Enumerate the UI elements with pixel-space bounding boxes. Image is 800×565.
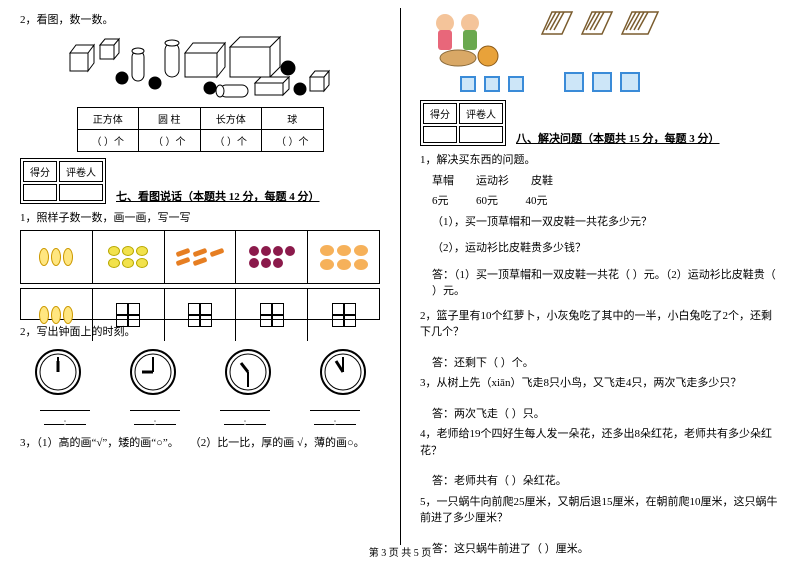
grader-blank[interactable] (59, 184, 103, 201)
left-column: 2，看图，数一数。 (0, 0, 400, 540)
score-label: 得分 (423, 103, 457, 124)
q2-title: 2，看图，数一数。 (20, 12, 380, 29)
children-cartoon (420, 8, 510, 68)
q7-3b: （2）比一比，厚的画 √，薄的画○。 (190, 437, 365, 449)
clock-4 (318, 347, 368, 397)
clock-2 (128, 347, 178, 397)
section7-header: 得分评卷人 七、看图说话（本题共 12 分，每题 4 分） (20, 158, 380, 204)
grid-blank-1[interactable] (93, 289, 165, 341)
q8-1-1: （1），买一顶草帽和一双皮鞋一共花多少元？ (420, 214, 780, 231)
grader-label: 评卷人 (459, 103, 503, 124)
clock-answers-1 (20, 399, 380, 411)
large-sq-1 (564, 72, 584, 92)
prism-1 (540, 8, 574, 38)
ans-cube[interactable]: （ ）个 (77, 129, 139, 151)
cell-lemons (93, 231, 165, 283)
cell-eggs (308, 231, 379, 283)
shapes-count-table: 正方体 圆 柱 长方体 球 （ ）个 （ ）个 （ ）个 （ ）个 (77, 107, 324, 152)
section8-header: 得分评卷人 八、解决问题（本题共 15 分，每题 3 分） (420, 100, 780, 146)
clock-ans-2[interactable] (130, 399, 180, 411)
prisms-group (540, 8, 660, 38)
q8-2-ans[interactable]: 答：还剩下（ ）个。 (420, 355, 780, 372)
q7-3a: 3，（1）高的画“√”，矮的画“○”。 (20, 437, 179, 449)
grid-blank-3[interactable] (236, 289, 308, 341)
items-prices: 6元 60元 40元 (420, 193, 780, 210)
grid-blank-4[interactable] (308, 289, 379, 341)
col-cuboid: 长方体 (200, 107, 262, 129)
cell-ovals (21, 231, 93, 283)
q8-1-ans[interactable]: 答：（1）买一顶草帽和一双皮鞋一共花（ ）元。（2）运动衫比皮鞋贵（ ）元。 (420, 267, 780, 300)
top-graphic-row (420, 8, 780, 68)
ans-cylinder[interactable]: （ ）个 (139, 129, 201, 151)
col-cylinder: 圆 柱 (139, 107, 201, 129)
grid-blank-2[interactable] (165, 289, 237, 341)
cell-carrots (165, 231, 237, 283)
large-squares (564, 72, 640, 92)
clock-3 (223, 347, 273, 397)
col-sphere: 球 (262, 107, 324, 129)
q7-1: 1，照样子数一数，画一画，写一写 (20, 210, 380, 227)
score-blank[interactable] (23, 184, 57, 201)
large-sq-2 (592, 72, 612, 92)
shapes-diagram (60, 33, 340, 103)
section7-title: 七、看图说话（本题共 12 分，每题 4 分） (116, 188, 320, 204)
clock-ans-4[interactable] (310, 399, 360, 411)
count-draw-table (20, 230, 380, 320)
grader-label: 评卷人 (59, 161, 103, 182)
score-label: 得分 (23, 161, 57, 182)
cell-veggies (236, 231, 308, 283)
clock-1 (33, 347, 83, 397)
squares-row (420, 72, 780, 92)
q8-5: 5，一只蜗牛向前爬25厘米，又朝后退15厘米，在朝前爬10厘米，这只蜗牛前进了多… (420, 494, 780, 527)
clocks-row (20, 347, 380, 397)
q8-1-2: （2），运动衫比皮鞋贵多少钱？ (420, 240, 780, 257)
right-column: 得分评卷人 八、解决问题（本题共 15 分，每题 3 分） 1，解决买东西的问题… (400, 0, 800, 540)
clock-ans-1[interactable] (40, 399, 90, 411)
small-sq-1 (460, 76, 476, 92)
q8-4: 4，老师给19个四好生每人发一朵花，还多出8朵红花，老师共有多少朵红花？ (420, 426, 780, 459)
prism-2 (580, 8, 614, 38)
q8-1-title: 1，解决买东西的问题。 (420, 152, 780, 169)
small-squares (460, 76, 524, 92)
col-cube: 正方体 (77, 107, 139, 129)
score-blank[interactable] (423, 126, 457, 143)
ans-sphere[interactable]: （ ）个 (262, 129, 324, 151)
score-box-7: 得分评卷人 (20, 158, 106, 204)
ans-cuboid[interactable]: （ ）个 (200, 129, 262, 151)
q8-4-ans[interactable]: 答：老师共有（ ）朵红花。 (420, 473, 780, 490)
small-sq-2 (484, 76, 500, 92)
example-ovals (21, 289, 93, 341)
section8-title: 八、解决问题（本题共 15 分，每题 3 分） (516, 130, 720, 146)
large-sq-3 (620, 72, 640, 92)
q8-5-ans[interactable]: 答：这只蜗牛前进了（ ）厘米。 (420, 541, 780, 558)
q7-3: 3，（1）高的画“√”，矮的画“○”。 （2）比一比，厚的画 √，薄的画○。 (20, 435, 380, 452)
q8-3-ans[interactable]: 答：两次飞走（ ）只。 (420, 406, 780, 423)
clock-ans-3[interactable] (220, 399, 270, 411)
prism-3 (620, 8, 660, 38)
q8-2: 2，篮子里有10个红萝卜，小灰兔吃了其中的一半，小白兔吃了2个，还剩下几个？ (420, 308, 780, 341)
grader-blank[interactable] (459, 126, 503, 143)
clock-answers-2: : : : : (20, 413, 380, 427)
small-sq-3 (508, 76, 524, 92)
score-box-8: 得分评卷人 (420, 100, 506, 146)
q8-3: 3，从树上先（xiān）飞走8只小鸟，又飞走4只，两次飞走多少只？ (420, 375, 780, 392)
items-header: 草帽 运动衫 皮鞋 (420, 173, 780, 190)
